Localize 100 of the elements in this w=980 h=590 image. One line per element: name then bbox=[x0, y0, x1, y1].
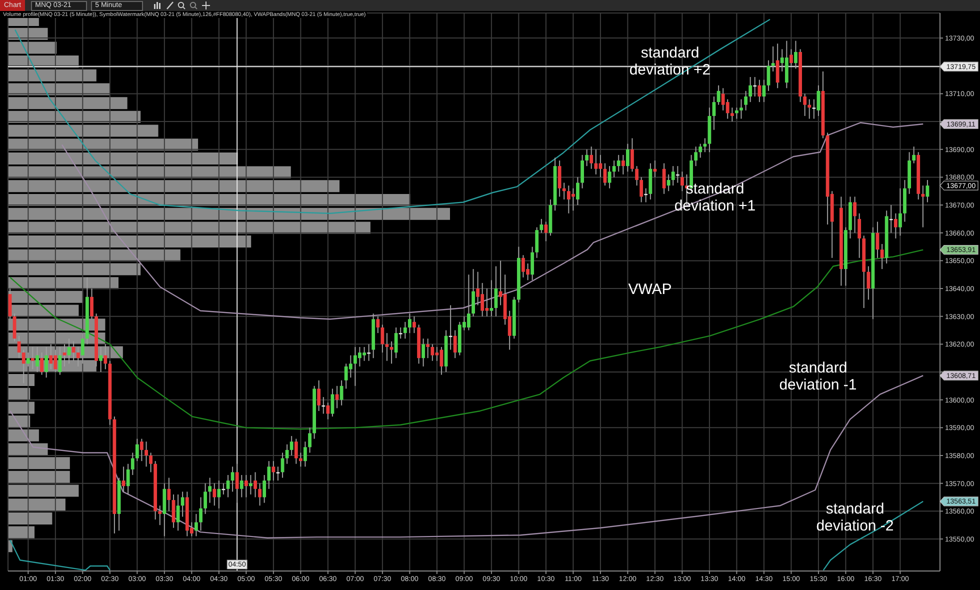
candlestick bbox=[812, 98, 816, 120]
candlestick bbox=[544, 221, 548, 242]
candlestick bbox=[144, 441, 148, 468]
candlestick bbox=[290, 436, 294, 456]
candlestick bbox=[594, 148, 598, 175]
candlestick bbox=[285, 444, 289, 464]
candlestick bbox=[716, 84, 720, 106]
candlestick bbox=[199, 496, 202, 532]
candlestick bbox=[803, 93, 807, 116]
candlestick bbox=[453, 330, 457, 359]
candlestick bbox=[612, 160, 616, 178]
candlestick bbox=[853, 196, 857, 234]
candlestick bbox=[240, 474, 244, 498]
line-series bbox=[61, 122, 924, 320]
candlestick bbox=[740, 98, 743, 120]
candlestick bbox=[858, 212, 862, 258]
candlestick bbox=[340, 380, 344, 406]
candlestick bbox=[317, 380, 321, 412]
candlestick bbox=[671, 166, 675, 186]
candlestick bbox=[666, 174, 670, 192]
candlestick bbox=[403, 321, 407, 340]
candlestick bbox=[585, 148, 589, 167]
candlestick bbox=[558, 160, 562, 198]
candlestick bbox=[167, 477, 171, 512]
bar bbox=[8, 457, 70, 470]
candlestick bbox=[662, 162, 666, 194]
annotation: VWAP bbox=[628, 280, 672, 298]
candlestick bbox=[272, 460, 276, 482]
candlestick bbox=[180, 491, 184, 518]
candlestick bbox=[921, 185, 925, 228]
candlestick bbox=[912, 146, 916, 164]
candlestick bbox=[304, 441, 307, 468]
bar bbox=[8, 402, 35, 414]
candlestick bbox=[376, 316, 380, 334]
candlestick bbox=[730, 107, 734, 122]
candlestick bbox=[894, 212, 898, 239]
candlestick bbox=[308, 427, 312, 454]
candlestick bbox=[758, 79, 762, 103]
candlestick bbox=[771, 46, 775, 72]
candlestick bbox=[422, 338, 426, 367]
candlestick bbox=[149, 452, 152, 473]
candlestick bbox=[790, 48, 793, 66]
candlestick bbox=[744, 90, 748, 111]
candlestick bbox=[703, 138, 707, 153]
candlestick bbox=[249, 474, 252, 495]
candlestick bbox=[530, 246, 534, 281]
bar bbox=[8, 236, 252, 248]
candlestick bbox=[898, 188, 902, 236]
candlestick bbox=[794, 40, 798, 70]
candlestick bbox=[866, 266, 870, 300]
candlestick bbox=[635, 166, 638, 186]
candlestick bbox=[626, 143, 630, 172]
candlestick bbox=[621, 154, 625, 175]
candlestick bbox=[258, 482, 262, 506]
candlestick bbox=[698, 143, 702, 158]
candlestick bbox=[276, 466, 280, 482]
candlestick bbox=[294, 438, 298, 464]
candlestick bbox=[204, 482, 207, 514]
candlestick bbox=[380, 324, 384, 354]
candlestick bbox=[394, 326, 398, 359]
candlestick bbox=[430, 344, 434, 362]
bar bbox=[8, 470, 70, 483]
candlestick bbox=[640, 176, 644, 203]
candlestick bbox=[630, 138, 634, 172]
candlestick bbox=[490, 280, 494, 317]
candlestick bbox=[408, 313, 412, 334]
candlestick bbox=[472, 268, 475, 317]
candlestick bbox=[694, 146, 698, 167]
bar bbox=[8, 152, 238, 164]
candlestick bbox=[571, 188, 575, 212]
bar bbox=[8, 97, 128, 110]
candlestick bbox=[590, 146, 594, 170]
line-series bbox=[10, 375, 924, 538]
candlestick bbox=[158, 505, 162, 526]
candlestick bbox=[262, 474, 266, 504]
candlestick bbox=[230, 466, 234, 492]
candlestick bbox=[126, 463, 130, 495]
candlestick bbox=[244, 474, 248, 498]
candlestick bbox=[412, 316, 416, 334]
candlestick bbox=[208, 477, 212, 504]
candlestick bbox=[608, 166, 612, 189]
bar bbox=[8, 512, 52, 524]
candlestick bbox=[254, 472, 257, 498]
candlestick bbox=[735, 107, 738, 120]
candlestick bbox=[576, 176, 580, 206]
candlestick bbox=[326, 402, 330, 420]
line-series bbox=[10, 249, 924, 430]
candlestick bbox=[680, 171, 684, 192]
candlestick bbox=[808, 98, 812, 120]
candlestick bbox=[348, 354, 352, 378]
candlestick bbox=[385, 332, 389, 362]
candlestick bbox=[135, 438, 139, 462]
candlestick bbox=[194, 513, 198, 537]
candlestick bbox=[176, 494, 180, 532]
candlestick bbox=[776, 43, 780, 89]
candlestick bbox=[212, 482, 216, 506]
candlestick bbox=[130, 452, 134, 476]
annotation: standard deviation -1 bbox=[779, 359, 857, 394]
candlestick bbox=[540, 218, 544, 234]
candlestick bbox=[426, 338, 430, 359]
